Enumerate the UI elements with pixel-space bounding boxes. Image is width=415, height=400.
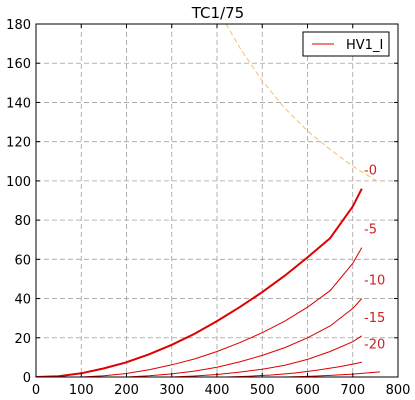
chart-title: TC1/75 bbox=[191, 4, 244, 22]
x-tick-label: 500 bbox=[250, 383, 275, 398]
x-tick-label: 0 bbox=[32, 383, 40, 398]
curve-label: -20 bbox=[364, 337, 385, 352]
x-tick-label: 200 bbox=[114, 383, 139, 398]
x-tick-label: 600 bbox=[295, 383, 320, 398]
limit-curve bbox=[225, 24, 381, 184]
x-tick-label: 800 bbox=[386, 383, 411, 398]
y-tick-label: 20 bbox=[14, 332, 31, 347]
y-tick-label: 40 bbox=[14, 293, 31, 308]
x-tick-label: 400 bbox=[205, 383, 230, 398]
y-tick-label: 0 bbox=[23, 371, 31, 386]
curve-labels: -0 -5 -10 -15 -20 bbox=[364, 164, 385, 353]
y-tick-label: 140 bbox=[6, 96, 31, 111]
y-tick-label: 160 bbox=[6, 57, 31, 72]
x-tick-label: 300 bbox=[159, 383, 184, 398]
y-tick-label: 60 bbox=[14, 253, 31, 268]
series-line bbox=[81, 247, 363, 377]
series-group bbox=[36, 24, 381, 377]
y-tick-label: 180 bbox=[6, 18, 31, 33]
series-line bbox=[36, 188, 363, 377]
series-line bbox=[126, 298, 363, 377]
x-tick-label: 100 bbox=[69, 383, 94, 398]
curve-label: -5 bbox=[364, 223, 377, 238]
ticks: 0 100 200 300 400 500 600 700 800 0 20 40 60 80 100 120… bbox=[6, 18, 410, 398]
x-tick-label: 700 bbox=[340, 383, 365, 398]
series-line bbox=[226, 361, 362, 377]
series-line bbox=[171, 335, 363, 377]
y-tick-label: 80 bbox=[14, 214, 31, 229]
curve-label: -0 bbox=[364, 164, 377, 179]
legend: HV1_I bbox=[302, 31, 390, 57]
gridlines bbox=[36, 24, 398, 377]
curve-label: -10 bbox=[364, 274, 385, 289]
y-tick-label: 120 bbox=[6, 136, 31, 151]
y-tick-label: 100 bbox=[6, 175, 31, 190]
legend-entry: HV1_I bbox=[346, 38, 383, 53]
curve-label: -15 bbox=[364, 311, 385, 326]
